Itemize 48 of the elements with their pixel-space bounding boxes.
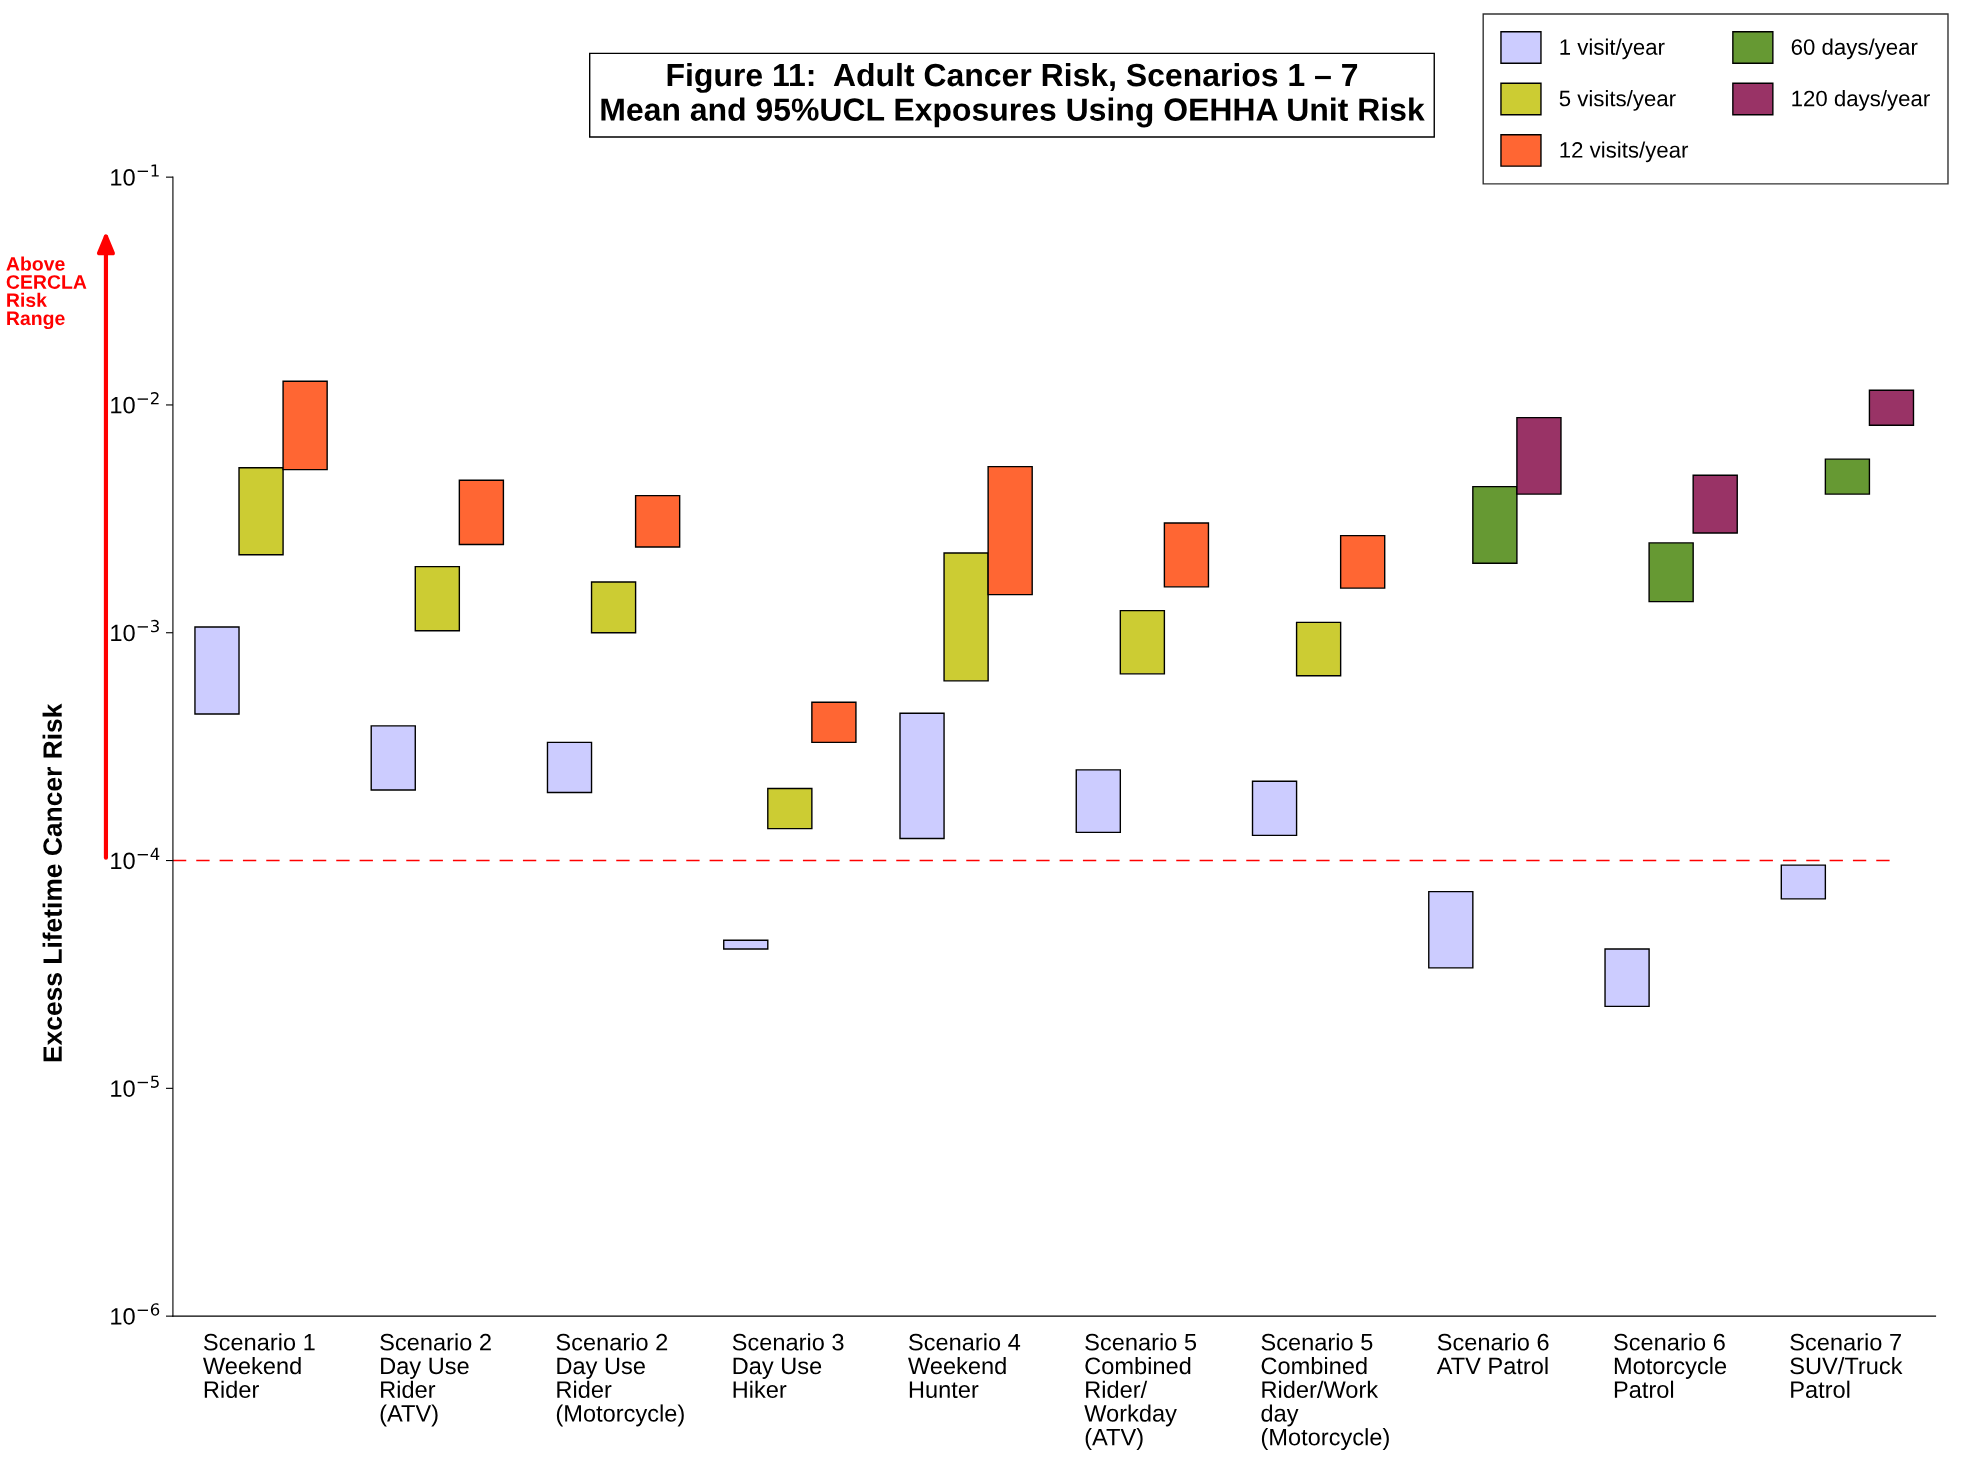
x-tick-label: Scenario 5 Combined Rider/ Workday (ATV) [1084,1333,1197,1451]
y-tick-label: 10$^{−2}$ [111,392,159,414]
bar [370,725,416,791]
bar [1648,542,1694,603]
legend-label: 60 days/year [1791,38,1918,60]
bar [1692,474,1738,534]
bar [634,494,681,548]
bar [1868,389,1915,426]
bar [1428,890,1474,969]
legend-label: 1 visit/year [1560,38,1665,60]
bar [767,787,813,830]
x-tick-label: Scenario 2 Day Use Rider (Motorcycle) [556,1333,684,1427]
bar [414,565,461,632]
legend-label: 120 days/year [1792,90,1930,111]
bar [590,581,637,634]
y-tick-label: 10$^{−1}$ [111,164,159,186]
x-tick-label: Scenario 5 Combined Rider/Work day (Motorcycle) [1261,1333,1389,1451]
x-tick-label: Scenario 4 Weekend Hunter [908,1333,1021,1399]
y-tick-label: 10$^{−4}$ [111,847,160,870]
x-tick-label: Scenario 7 SUV/Truck Patrol [1790,1333,1903,1399]
bar [1119,609,1166,675]
x-tick-label: Scenario 2 Day Use Rider (ATV) [380,1333,491,1427]
x-tick-label: Scenario 6 ATV Patrol [1436,1333,1549,1375]
bar [1163,522,1210,588]
legend-label: 12 visits/year [1560,141,1689,163]
bar [458,479,505,546]
bar [1075,769,1122,834]
bar [723,939,769,950]
bar [1251,780,1298,837]
y-tick-label: 10$^{−5}$ [111,1075,159,1097]
x-tick-label: Scenario 6 Motorcycle Patrol [1614,1333,1727,1399]
legend-label: 5 visits/year [1559,90,1676,111]
y-axis-title: Excess Lifetime Cancer Risk [42,703,62,1062]
bar [1339,534,1386,589]
text: Above CERCLA Risk Range [6,256,87,330]
bar [811,701,857,744]
x-tick-label: Scenario 1 Weekend Rider [202,1333,315,1399]
bar [1604,948,1650,1008]
bar [1824,458,1871,495]
bar [899,712,945,840]
x-tick-label: Scenario 3 Day Use Hiker [732,1333,844,1399]
bar [1780,864,1827,900]
bar [546,741,593,794]
y-tick-label: 10$^{−6}$ [111,1303,160,1325]
y-tick-label: 10$^{−3}$ [111,619,159,642]
bar [1295,621,1342,677]
chart-title: Figure 11: Adult Cancer Risk, Scenarios 1 – 7 Mean and 95%UCL Exposures Using OEHHA Unit Risk [601,62,1425,128]
bar [194,626,240,715]
